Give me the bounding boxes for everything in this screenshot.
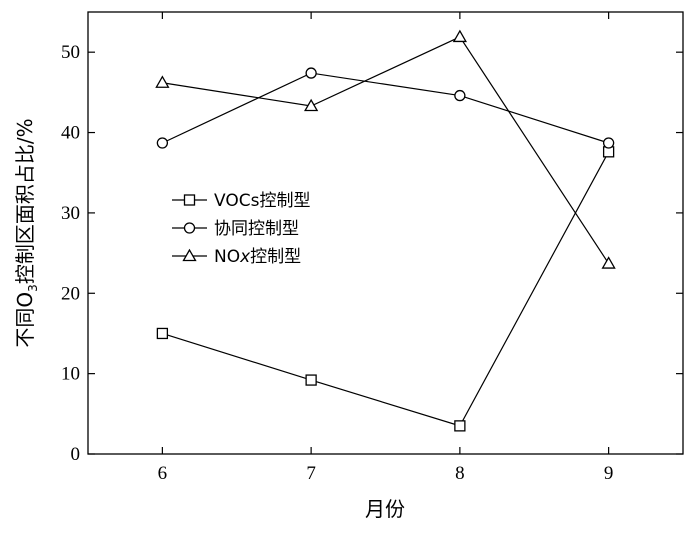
legend-item: 协同控制型 (172, 219, 299, 239)
x-tick-label: 9 (604, 463, 614, 484)
data-point-circle (305, 67, 317, 79)
data-point-square (454, 420, 466, 432)
data-point-circle (602, 137, 615, 149)
data-point-triangle (452, 29, 467, 43)
series-square (156, 146, 615, 432)
y-axis-title: 不同O3控制区面积占比/% (13, 118, 40, 347)
data-point-triangle (155, 75, 170, 88)
plot-frame (87, 11, 684, 455)
y-tick-label: 50 (61, 42, 80, 63)
legend-label-base: NO (214, 247, 240, 267)
series-line (162, 36, 610, 264)
legend-item: NOx控制型 (172, 247, 301, 267)
y-tick-label: 20 (61, 283, 80, 304)
y-axis-title-part2: 控制区面积占比/% (13, 118, 37, 284)
series-triangle (155, 29, 616, 269)
x-axis-title: 月份 (365, 497, 405, 521)
y-tick-label: 0 (71, 444, 81, 465)
x-tick-label: 8 (455, 463, 465, 484)
legend-label: NOx控制型 (214, 247, 301, 267)
legend-marker-circle (183, 222, 196, 234)
data-point-triangle (601, 256, 616, 269)
data-point-triangle (304, 98, 319, 112)
y-tick-label: 10 (61, 364, 80, 385)
series-group (155, 29, 616, 432)
y-axis-title-subscript: 3 (26, 284, 40, 292)
legend-label: 协同控制型 (214, 219, 299, 239)
legend-item: VOCs控制型 (172, 191, 310, 211)
legend-marker-square (183, 194, 196, 206)
series-line (162, 72, 609, 144)
axis-ticks: 0 10 20 30 40 50 6 7 8 9 (61, 12, 683, 484)
y-axis-title-part1: 不同O (13, 292, 37, 348)
legend-label: VOCs控制型 (214, 191, 310, 211)
legend-label-italic: x (239, 247, 251, 267)
data-point-square (305, 374, 317, 386)
y-tick-label: 40 (61, 123, 80, 144)
legend-label-suffix: 控制型 (250, 247, 301, 267)
data-point-circle (454, 89, 466, 102)
data-point-circle (156, 137, 169, 149)
x-tick-label: 7 (306, 463, 316, 484)
data-point-square (156, 327, 169, 340)
series-line (162, 151, 610, 427)
x-tick-label: 6 (158, 463, 168, 484)
y-tick-label: 30 (61, 203, 80, 224)
series-circle (156, 67, 615, 149)
legend-marker-triangle (182, 248, 197, 262)
